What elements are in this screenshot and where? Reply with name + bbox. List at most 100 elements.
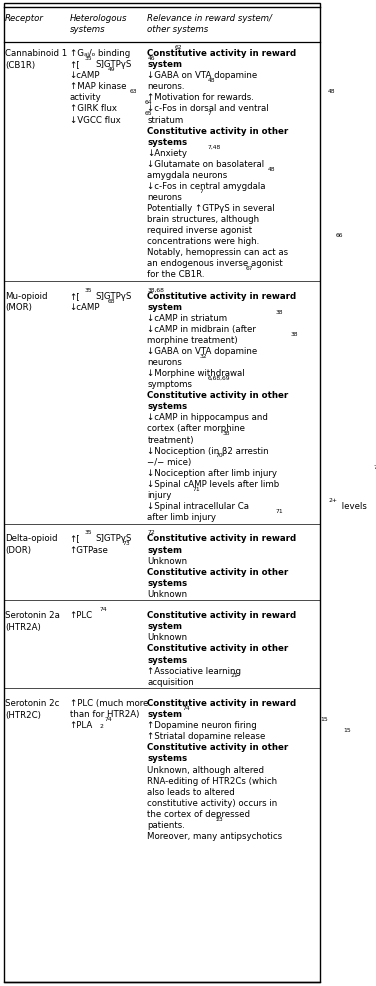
Text: levels: levels: [338, 501, 367, 511]
Text: constitutive activity) occurs in: constitutive activity) occurs in: [147, 798, 277, 807]
Text: also leads to altered: also leads to altered: [147, 787, 235, 796]
Text: Moreover, many antipsychotics: Moreover, many antipsychotics: [147, 831, 282, 840]
Text: ↑Gₐᵢ/ₒ binding: ↑Gₐᵢ/ₒ binding: [70, 49, 130, 58]
Text: Unknown: Unknown: [147, 633, 188, 642]
Text: 74: 74: [105, 717, 113, 722]
Text: systems: systems: [147, 402, 188, 411]
Text: 2: 2: [100, 723, 104, 728]
Text: ↓Anxiety: ↓Anxiety: [147, 149, 187, 158]
Text: treatment): treatment): [147, 435, 194, 444]
Text: Mu-opioid
(MOR): Mu-opioid (MOR): [5, 292, 47, 312]
Text: ↓cAMP in striatum: ↓cAMP in striatum: [147, 314, 227, 322]
Text: 71: 71: [373, 464, 376, 469]
Text: cortex (after morphine: cortex (after morphine: [147, 424, 245, 433]
Text: 2+: 2+: [328, 497, 337, 502]
Text: Relevance in reward system/
other systems: Relevance in reward system/ other system…: [147, 14, 272, 35]
Text: ↑PLC: ↑PLC: [70, 610, 93, 619]
Text: ↓cAMP in hippocampus and: ↓cAMP in hippocampus and: [147, 413, 268, 422]
Text: 63: 63: [130, 89, 137, 94]
Text: the cortex of depressed: the cortex of depressed: [147, 809, 250, 818]
Text: 23: 23: [215, 815, 223, 820]
Text: 6,68,69: 6,68,69: [208, 376, 230, 381]
Text: system: system: [147, 710, 182, 719]
Text: 46: 46: [148, 56, 155, 61]
Text: 38,68: 38,68: [148, 287, 165, 292]
Text: system: system: [147, 622, 182, 631]
Text: 48: 48: [328, 89, 335, 94]
Text: patients.: patients.: [147, 820, 185, 829]
Text: systems: systems: [147, 578, 188, 587]
Text: an endogenous inverse agonist: an endogenous inverse agonist: [147, 259, 283, 268]
Text: system: system: [147, 60, 182, 69]
Text: 38: 38: [290, 331, 298, 336]
Text: Notably, hemopressin can act as: Notably, hemopressin can act as: [147, 247, 288, 257]
Text: 15: 15: [343, 728, 351, 733]
Text: 72: 72: [148, 529, 156, 534]
Text: morphine treatment): morphine treatment): [147, 335, 238, 345]
Text: 74: 74: [100, 606, 108, 611]
Text: ↑Associative learning: ↑Associative learning: [147, 666, 241, 674]
Text: 21: 21: [230, 672, 238, 677]
Text: ↓Nociception after limb injury: ↓Nociception after limb injury: [147, 468, 277, 477]
Text: system: system: [147, 545, 182, 554]
Text: for the CB1R.: for the CB1R.: [147, 270, 205, 279]
Text: Constitutive activity in reward: Constitutive activity in reward: [147, 292, 296, 301]
Text: ↑PLA: ↑PLA: [70, 721, 93, 730]
Text: amygdala neurons: amygdala neurons: [147, 171, 227, 179]
Text: after limb injury: after limb injury: [147, 513, 216, 522]
Text: −/− mice): −/− mice): [147, 458, 192, 466]
Text: ↓cAMP: ↓cAMP: [70, 71, 100, 80]
Text: activity: activity: [70, 94, 102, 103]
Text: RNA-editing of HTR2Cs (which: RNA-editing of HTR2Cs (which: [147, 776, 277, 785]
Text: S]GTPγS: S]GTPγS: [95, 292, 132, 301]
Text: S]GTPγS: S]GTPγS: [95, 60, 132, 69]
Text: Constitutive activity in other: Constitutive activity in other: [147, 390, 289, 400]
Text: acquisition: acquisition: [147, 677, 194, 686]
Text: ↓Nociception (in β2 arrestin: ↓Nociception (in β2 arrestin: [147, 446, 269, 456]
Text: than for HTR2A): than for HTR2A): [70, 710, 139, 719]
Text: Heterologous
systems: Heterologous systems: [70, 14, 127, 35]
Text: systems: systems: [147, 655, 188, 664]
Text: Constitutive activity in reward: Constitutive activity in reward: [147, 698, 296, 708]
Text: 38: 38: [223, 431, 230, 436]
Text: Constitutive activity in reward: Constitutive activity in reward: [147, 610, 296, 619]
Text: ↑Striatal dopamine release: ↑Striatal dopamine release: [147, 732, 266, 740]
Text: ↑MAP kinase: ↑MAP kinase: [70, 82, 126, 92]
Text: 64: 64: [145, 101, 152, 106]
Text: ↓c-Fos in central amygdala: ↓c-Fos in central amygdala: [147, 181, 266, 190]
Text: Potentially ↑GTPγS in several: Potentially ↑GTPγS in several: [147, 204, 275, 213]
Text: 73: 73: [122, 540, 130, 546]
Text: neurons: neurons: [147, 358, 182, 367]
Text: 71: 71: [275, 508, 283, 513]
Text: 49: 49: [107, 67, 115, 72]
Text: Constitutive activity in other: Constitutive activity in other: [147, 126, 289, 135]
Text: ↓cAMP: ↓cAMP: [70, 303, 100, 312]
Text: ↑GIRK flux: ↑GIRK flux: [70, 105, 117, 113]
Text: Unknown: Unknown: [147, 556, 188, 565]
Text: Constitutive activity in other: Constitutive activity in other: [147, 644, 289, 653]
Text: 48: 48: [268, 167, 275, 172]
Text: 32: 32: [200, 354, 208, 359]
Text: injury: injury: [147, 490, 172, 499]
Text: symptoms: symptoms: [147, 380, 193, 388]
Text: ↑[: ↑[: [70, 534, 80, 543]
Text: Serotonin 2a
(HTR2A): Serotonin 2a (HTR2A): [5, 610, 60, 631]
Text: Unknown: Unknown: [147, 590, 188, 599]
Text: 48: 48: [208, 78, 215, 83]
Text: concentrations were high.: concentrations were high.: [147, 237, 259, 246]
Text: 15: 15: [320, 717, 328, 722]
Text: 7: 7: [200, 188, 204, 193]
Text: 38: 38: [275, 310, 283, 315]
Text: Cannabinoid 1
(CB1R): Cannabinoid 1 (CB1R): [5, 49, 67, 70]
Text: Constitutive activity in other: Constitutive activity in other: [147, 742, 289, 751]
Text: Delta-opioid
(DOR): Delta-opioid (DOR): [5, 534, 58, 554]
Text: 74: 74: [183, 705, 190, 710]
Text: ↓GABA on VTA dopamine: ↓GABA on VTA dopamine: [147, 71, 258, 80]
Text: 65: 65: [145, 111, 153, 116]
Text: ↑PLC (much more: ↑PLC (much more: [70, 698, 148, 708]
Text: systems: systems: [147, 753, 188, 763]
Text: 35: 35: [85, 56, 92, 61]
Text: systems: systems: [147, 137, 188, 147]
Text: striatum: striatum: [147, 115, 183, 124]
Text: ↓Glutamate on basolateral: ↓Glutamate on basolateral: [147, 160, 264, 169]
